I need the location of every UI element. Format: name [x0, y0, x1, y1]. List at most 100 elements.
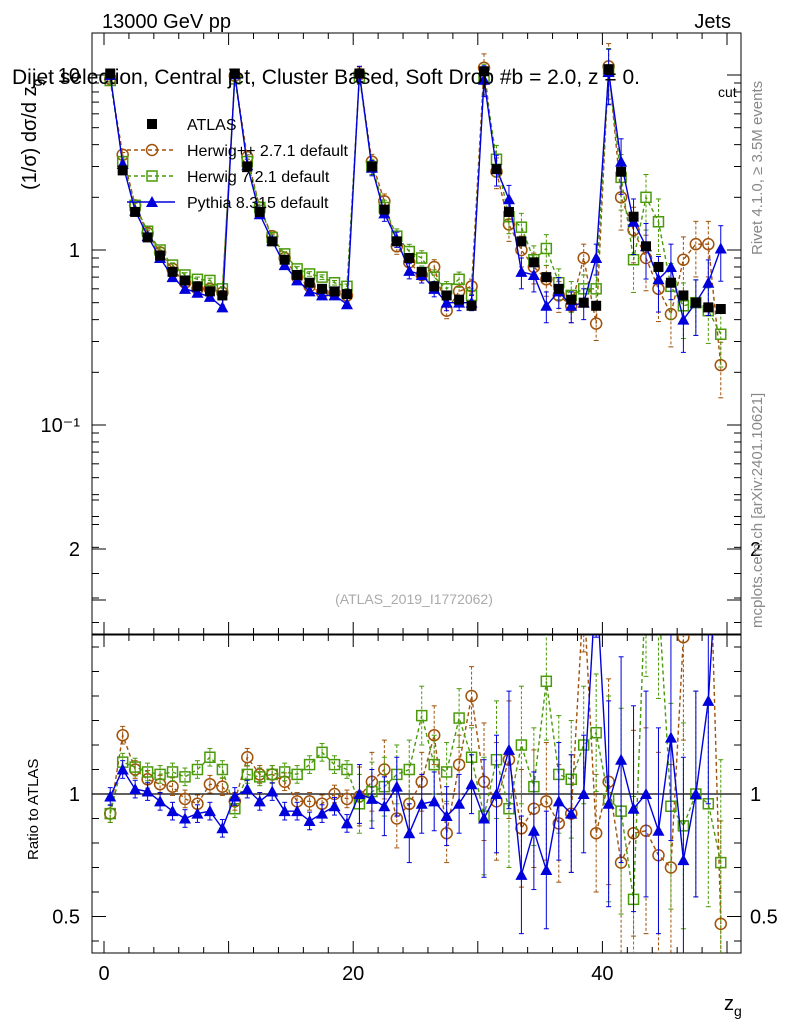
data-point [303, 758, 316, 771]
header-energy: 13000 GeV pp [102, 11, 231, 33]
data-point [641, 241, 652, 252]
data-point [317, 283, 328, 294]
data-point [391, 236, 402, 247]
data-point [116, 728, 129, 742]
data-point [341, 289, 352, 300]
data-point [340, 817, 353, 829]
data-point [204, 286, 215, 297]
data-point [591, 300, 602, 311]
data-point [192, 281, 203, 292]
data-point [328, 758, 341, 771]
data-point [677, 313, 690, 325]
ratio-axis-ticks: 0 20 40 0.5 0.5 1 1 2 2 [52, 499, 778, 985]
legend-item: Herwig++ 2.7.1 default [127, 143, 349, 160]
main-plot-data [103, 43, 728, 399]
data-point [116, 763, 129, 775]
data-point [714, 242, 727, 254]
data-point [328, 800, 341, 812]
data-point [428, 795, 441, 807]
main-axis-ticks: 10⁻¹11010² [41, 33, 741, 634]
data-point [703, 475, 714, 486]
data-point [141, 785, 154, 797]
x-tick-label: 20 [342, 963, 364, 985]
mcplots-label: mcplots.cern.ch [arXiv:2401.10621] [749, 393, 766, 628]
data-point [303, 814, 316, 826]
data-point [229, 68, 240, 79]
data-point [278, 766, 291, 778]
data-point [703, 302, 714, 313]
data-point [440, 766, 453, 778]
data-point [652, 273, 665, 285]
data-point [366, 161, 377, 172]
main-plot-frame [91, 32, 742, 635]
series-line-herwig-7-2-1-default [109, 71, 722, 335]
data-point [178, 282, 191, 294]
data-point [478, 812, 491, 824]
data-point [154, 795, 167, 807]
data-point [640, 788, 653, 799]
data-point [241, 751, 254, 764]
data-point [552, 795, 565, 807]
data-point [253, 795, 266, 807]
y-axis-label-ratio: Ratio to ATLAS [25, 759, 42, 860]
data-point [416, 266, 427, 277]
legend: ATLAS Herwig++ 2.7.1 default Herwig 7.2.1 … [127, 117, 349, 212]
series-atlas [105, 64, 726, 315]
legend-label: Herwig++ 2.7.1 default [187, 143, 349, 160]
data-point [104, 807, 116, 820]
data-point [690, 297, 701, 308]
data-point [452, 758, 466, 771]
data-point [515, 265, 528, 277]
y-tick-label: 2 [69, 539, 80, 561]
data-point [353, 788, 366, 799]
data-point [178, 812, 191, 824]
data-point [105, 68, 116, 79]
data-point [540, 675, 553, 688]
data-point [641, 569, 651, 579]
data-point [415, 797, 428, 809]
data-point [216, 301, 229, 313]
data-point [203, 805, 216, 817]
data-point [653, 261, 664, 272]
data-point [440, 296, 453, 308]
data-point [179, 771, 191, 783]
y-tick-label-right: 2 [750, 539, 761, 561]
plot-title-text: Dijet selection, Central jet, Cluster Ba… [12, 66, 640, 89]
data-point [478, 73, 491, 85]
data-point [216, 763, 229, 776]
legend-marker [146, 170, 158, 182]
data-point [141, 766, 154, 778]
data-point [714, 358, 728, 372]
data-point [166, 766, 179, 778]
data-point [303, 285, 316, 297]
data-point [340, 298, 353, 310]
x-tick-label: 40 [591, 963, 613, 985]
plot-title: Dijet selection, Central jet, Cluster Ba… [12, 66, 737, 100]
data-point [590, 283, 602, 295]
legend-marker [145, 143, 159, 157]
y-tick-label: 0.5 [52, 907, 80, 929]
data-point [578, 297, 589, 308]
data-point [502, 743, 515, 755]
data-point [254, 771, 266, 783]
data-point [129, 761, 141, 773]
data-point [702, 276, 715, 288]
data-point [292, 269, 303, 280]
y-tick-label: 1 [69, 240, 80, 262]
data-point [291, 805, 304, 817]
header-process: Jets [694, 11, 731, 33]
data-point [516, 236, 527, 247]
data-point [167, 266, 178, 277]
data-point [515, 221, 528, 233]
data-point [204, 751, 216, 763]
data-point [291, 768, 303, 781]
data-point [217, 290, 228, 301]
data-point [465, 778, 478, 790]
data-point [702, 237, 715, 251]
legend-marker [146, 196, 158, 207]
x-axis-label-text: zg [724, 993, 742, 1019]
data-point [589, 826, 603, 840]
data-point [652, 216, 665, 228]
data-point [677, 635, 690, 644]
